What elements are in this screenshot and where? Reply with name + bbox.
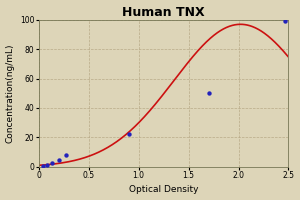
Y-axis label: Concentration(ng/mL): Concentration(ng/mL): [6, 43, 15, 143]
Point: [44, 164, 49, 167]
Point: [50, 161, 54, 165]
Point: [126, 133, 131, 136]
Point: [40, 165, 45, 168]
Point: [56, 159, 61, 162]
Point: [206, 92, 211, 95]
Title: Human TNX: Human TNX: [122, 6, 205, 19]
Point: [283, 20, 288, 23]
Point: [63, 153, 68, 157]
X-axis label: Optical Density: Optical Density: [129, 185, 198, 194]
